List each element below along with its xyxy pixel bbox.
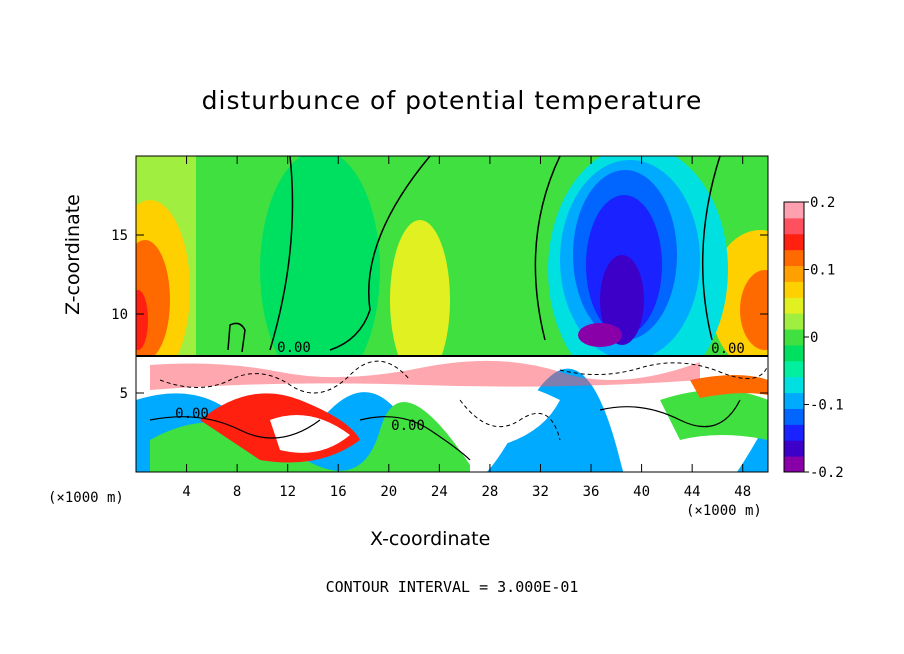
colorbar-swatch <box>784 392 804 409</box>
chart-title: disturbunce of potential temperature <box>201 86 703 115</box>
plot-area <box>136 156 768 472</box>
contour-line <box>329 156 431 351</box>
colorbar-swatch <box>784 313 804 330</box>
x-tick-label: 28 <box>481 484 498 500</box>
colorbar-swatch <box>784 344 804 362</box>
x-axis: 4 8 12 16 20 24 28 32 36 40 44 48 <box>182 156 751 500</box>
contour-label: 0.00 <box>391 418 425 434</box>
x-tick-label: 16 <box>330 484 347 500</box>
x-tick-label: 32 <box>532 484 549 500</box>
lower-layer-white-center <box>440 377 560 450</box>
warm-peak-left <box>136 290 148 350</box>
contour-label: 0.00 <box>711 341 745 357</box>
contour-interval-note: CONTOUR INTERVAL = 3.000E-01 <box>325 578 579 596</box>
colorbar-tick-label: 0.2 <box>810 195 835 211</box>
colorbar-swatch <box>784 456 804 473</box>
x-unit-label-right: (×1000 m) <box>686 503 762 519</box>
colorbar-swatch <box>784 202 804 219</box>
contour-label: 0.00 <box>175 406 209 422</box>
cold-core <box>600 255 644 345</box>
colorbar-tick-label: 0 <box>810 330 818 346</box>
contour-line <box>701 156 721 341</box>
colorbar-swatch <box>784 249 804 267</box>
contour-line <box>269 156 294 351</box>
colorbar-swatch <box>784 424 804 441</box>
lower-layer-neutral-right <box>660 390 768 440</box>
x-tick-label: 36 <box>583 484 600 500</box>
x-tick-label: 8 <box>233 484 241 500</box>
colorbar-swatch <box>784 440 804 457</box>
colorbar-swatch <box>784 281 804 298</box>
x-tick-label: 20 <box>380 484 397 500</box>
lower-layer-white-patch <box>270 415 350 453</box>
y-tick-label: 10 <box>111 307 128 323</box>
x-axis-label: X-coordinate <box>370 528 491 550</box>
x-unit-label-left: (×1000 m) <box>48 490 124 506</box>
contour-line-dashed <box>559 362 768 380</box>
colorbar-swatch <box>784 297 804 314</box>
x-tick-label: 40 <box>633 484 650 500</box>
colorbar-swatch <box>784 233 804 251</box>
colorbar-swatch <box>784 360 804 378</box>
warm-core-right <box>740 270 768 350</box>
contour-line <box>359 416 471 461</box>
colorbar-swatch <box>784 265 804 282</box>
x-tick-label: 24 <box>431 484 448 500</box>
y-axis: 5 10 15 <box>111 228 768 402</box>
y-tick-label: 15 <box>111 228 128 244</box>
contour-line <box>534 156 561 341</box>
cold-peak <box>578 323 622 347</box>
colorbar-tick-label: 0.1 <box>810 263 835 279</box>
warm-band-center <box>390 220 450 380</box>
x-tick-label: 48 <box>734 484 751 500</box>
contour-line-dashed <box>159 360 411 394</box>
x-tick-label: 4 <box>182 484 190 500</box>
neutral-region-center <box>260 156 380 390</box>
contour-line <box>227 322 246 353</box>
x-tick-label: 12 <box>279 484 296 500</box>
contour-line-dashed <box>459 399 561 441</box>
y-tick-label: 5 <box>120 386 128 402</box>
colorbar-swatch <box>784 217 804 235</box>
x-tick-label: 44 <box>684 484 701 500</box>
colorbar-swatch <box>784 376 804 394</box>
contour-labels: 0.00 0.00 0.00 0.00 <box>175 340 745 434</box>
colorbar: 0.2 0.1 0 -0.1 -0.2 <box>783 195 844 481</box>
colorbar-swatch <box>784 329 804 346</box>
lower-layer-neutral-band <box>150 402 470 472</box>
lower-layer-warm-right <box>690 375 768 398</box>
contour-line <box>149 416 321 439</box>
colorbar-tick-label: -0.1 <box>810 398 844 414</box>
colorbar-swatch <box>784 408 804 425</box>
contour-label: 0.00 <box>277 340 311 356</box>
contour-line <box>599 399 741 428</box>
colorbar-tick-label: -0.2 <box>810 465 844 481</box>
interface-wave-band <box>150 360 700 390</box>
